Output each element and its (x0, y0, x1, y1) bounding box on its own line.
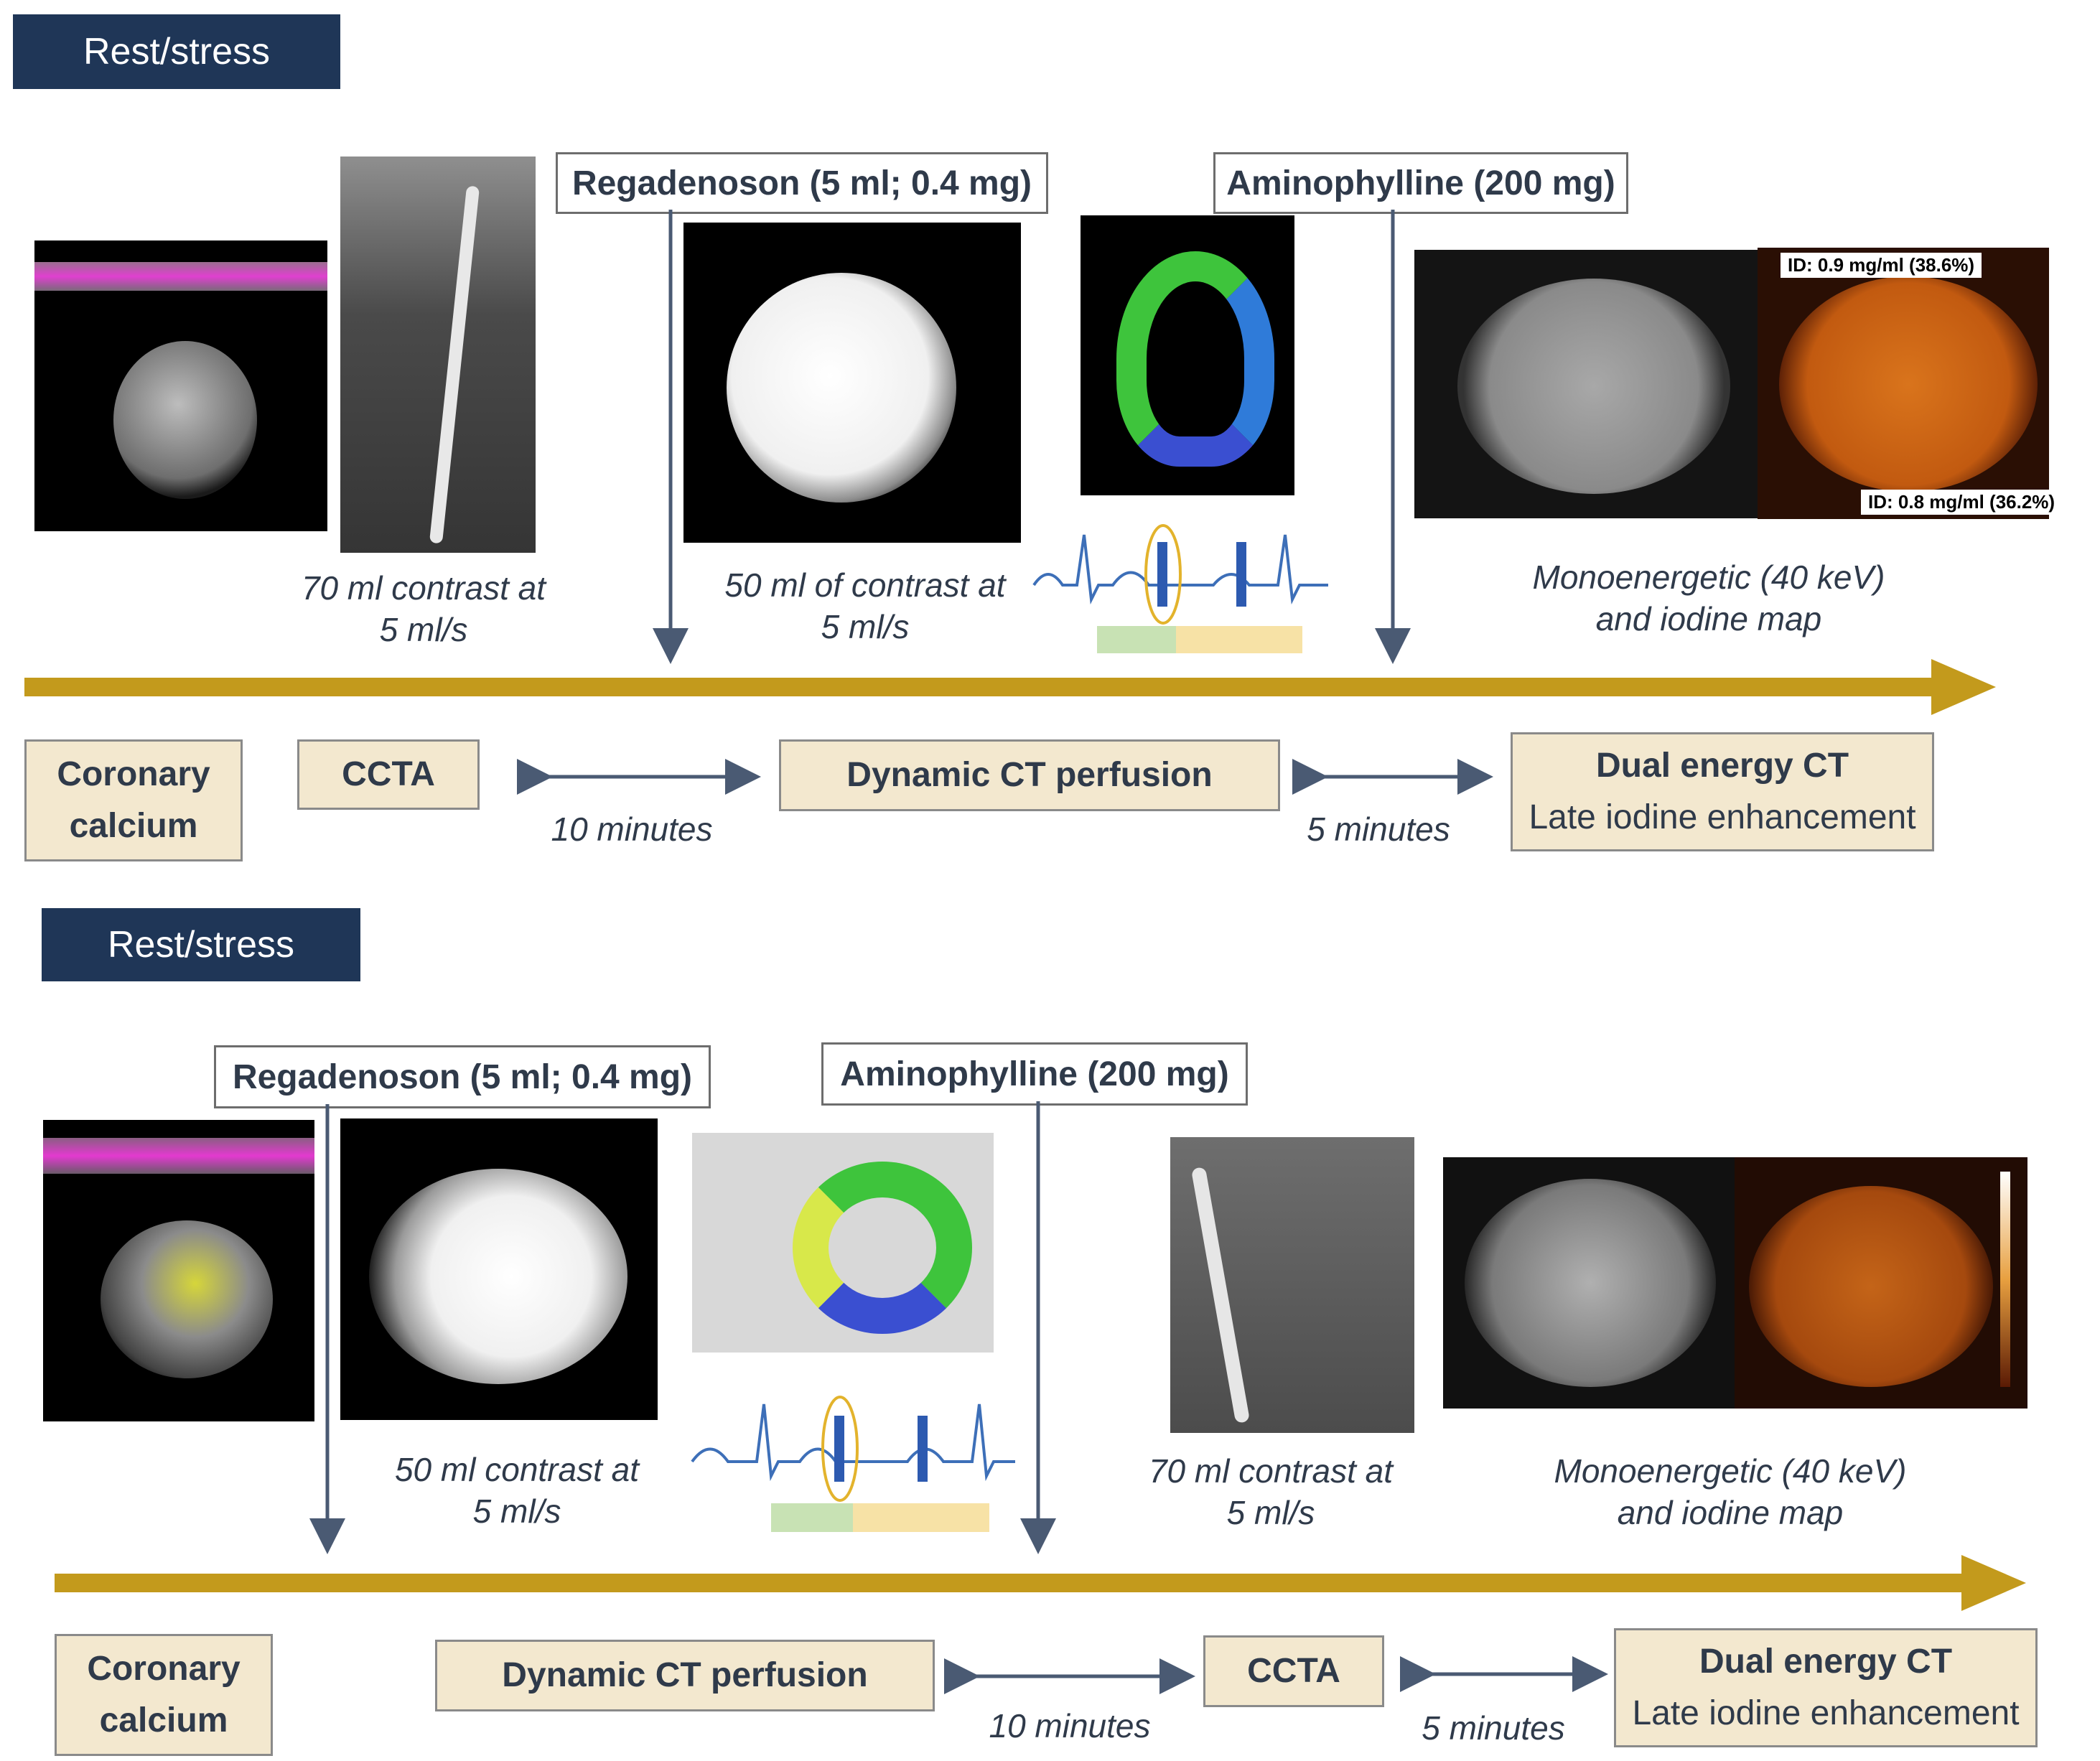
panel1-step-dual-energy: Dual energy CT Late iodine enhancement (1511, 732, 1934, 851)
panel2-aminophylline-label: Aminophylline (200 mg) (821, 1042, 1248, 1106)
panel2-ccta-caption: 70 ml contrast at 5 ml/s (1134, 1450, 1407, 1533)
panel2-ecg-gating-strip (691, 1396, 1015, 1532)
step-line: Late iodine enhancement (1529, 798, 1916, 836)
caption-line: 50 ml of contrast at (724, 566, 1006, 604)
panel1-step-ccta: CCTA (297, 739, 480, 810)
caption-line: Monoenergetic (40 keV) (1532, 559, 1885, 596)
panel2-step-coronary-calcium: Coronary calcium (55, 1634, 273, 1756)
panel1-ecg-gating-strip (1032, 524, 1328, 653)
panel2-step-ccta: CCTA (1203, 1635, 1384, 1707)
panel1-monoenergetic-image (1414, 250, 1758, 518)
panel1-perfusion-ct-image (683, 223, 1021, 543)
panel2-dual-caption: Monoenergetic (40 keV) and iodine map (1522, 1450, 1938, 1533)
panel2-ccta-vessel-image (1170, 1137, 1414, 1433)
step-line: calcium (99, 1701, 228, 1739)
caption-line: and iodine map (1617, 1494, 1844, 1531)
step-line: Coronary (87, 1650, 241, 1688)
panel1-iodine-map-image (1758, 248, 2049, 519)
panel1-timeline-arrow (24, 659, 1996, 715)
panel2-timeline-arrow (55, 1555, 2026, 1611)
panel1-step-coronary-calcium: Coronary calcium (24, 739, 243, 861)
caption-line: 70 ml contrast at (1148, 1452, 1394, 1490)
panel1-ccta-vessel-image (340, 157, 536, 553)
panel1-perfusion-map-image (1081, 215, 1294, 495)
step-line: Dual energy CT (1699, 1643, 1953, 1681)
panel1-ccta-caption: 70 ml contrast at 5 ml/s (287, 567, 560, 650)
panel1-perfusion-caption: 50 ml of contrast at 5 ml/s (707, 564, 1023, 648)
step-line: Coronary (57, 755, 210, 793)
panel2-iodine-map-image (1735, 1157, 2027, 1409)
panel1-iodine-tag-top: ID: 0.9 mg/ml (38.6%) (1781, 253, 1982, 278)
caption-line: 5 ml/s (379, 611, 468, 648)
caption-line: 70 ml contrast at (301, 569, 546, 607)
panel1-dual-caption: Monoenergetic (40 keV) and iodine map (1501, 556, 1917, 640)
caption-line: 5 ml/s (1226, 1494, 1315, 1531)
panel2-step-dynamic-perfusion: Dynamic CT perfusion (435, 1640, 935, 1711)
panel1-step-dynamic-perfusion: Dynamic CT perfusion (779, 739, 1280, 811)
panel2-interval-10-minutes: 10 minutes (989, 1707, 1151, 1744)
caption-line: 50 ml contrast at (394, 1451, 640, 1488)
caption-line: Monoenergetic (40 keV) (1554, 1452, 1907, 1490)
panel2-perfusion-map-image (692, 1133, 994, 1353)
caption-line: 5 ml/s (821, 608, 910, 645)
panel1-interval-5-minutes: 5 minutes (1307, 811, 1450, 848)
panel1-interval-10-minutes: 10 minutes (551, 811, 713, 848)
panel2-perfusion-caption: 50 ml contrast at 5 ml/s (359, 1449, 675, 1532)
panel2-banner: Rest/stress (42, 908, 360, 981)
step-line: Late iodine enhancement (1632, 1694, 2020, 1732)
panel2-step-dual-energy: Dual energy CT Late iodine enhancement (1614, 1628, 2038, 1747)
step-line: Dual energy CT (1595, 747, 1849, 785)
panel2-regadenoson-label: Regadenoson (5 ml; 0.4 mg) (214, 1045, 711, 1108)
step-line: calcium (69, 807, 198, 845)
panel2-interval-5-minutes: 5 minutes (1422, 1709, 1565, 1747)
panel1-aminophylline-label: Aminophylline (200 mg) (1213, 152, 1628, 214)
panel2-ccta-cardiac-image (340, 1118, 658, 1420)
panel1-regadenoson-label: Regadenoson (5 ml; 0.4 mg) (556, 152, 1048, 214)
panel1-banner: Rest/stress (13, 14, 340, 89)
panel2-calcium-scan-image (43, 1120, 314, 1421)
panel2-monoenergetic-image (1443, 1157, 1735, 1409)
caption-line: and iodine map (1595, 600, 1822, 637)
panel1-iodine-tag-bottom: ID: 0.8 mg/ml (36.2%) (1861, 490, 2063, 515)
panel1-calcium-scan-image (34, 240, 327, 531)
caption-line: 5 ml/s (472, 1493, 561, 1530)
